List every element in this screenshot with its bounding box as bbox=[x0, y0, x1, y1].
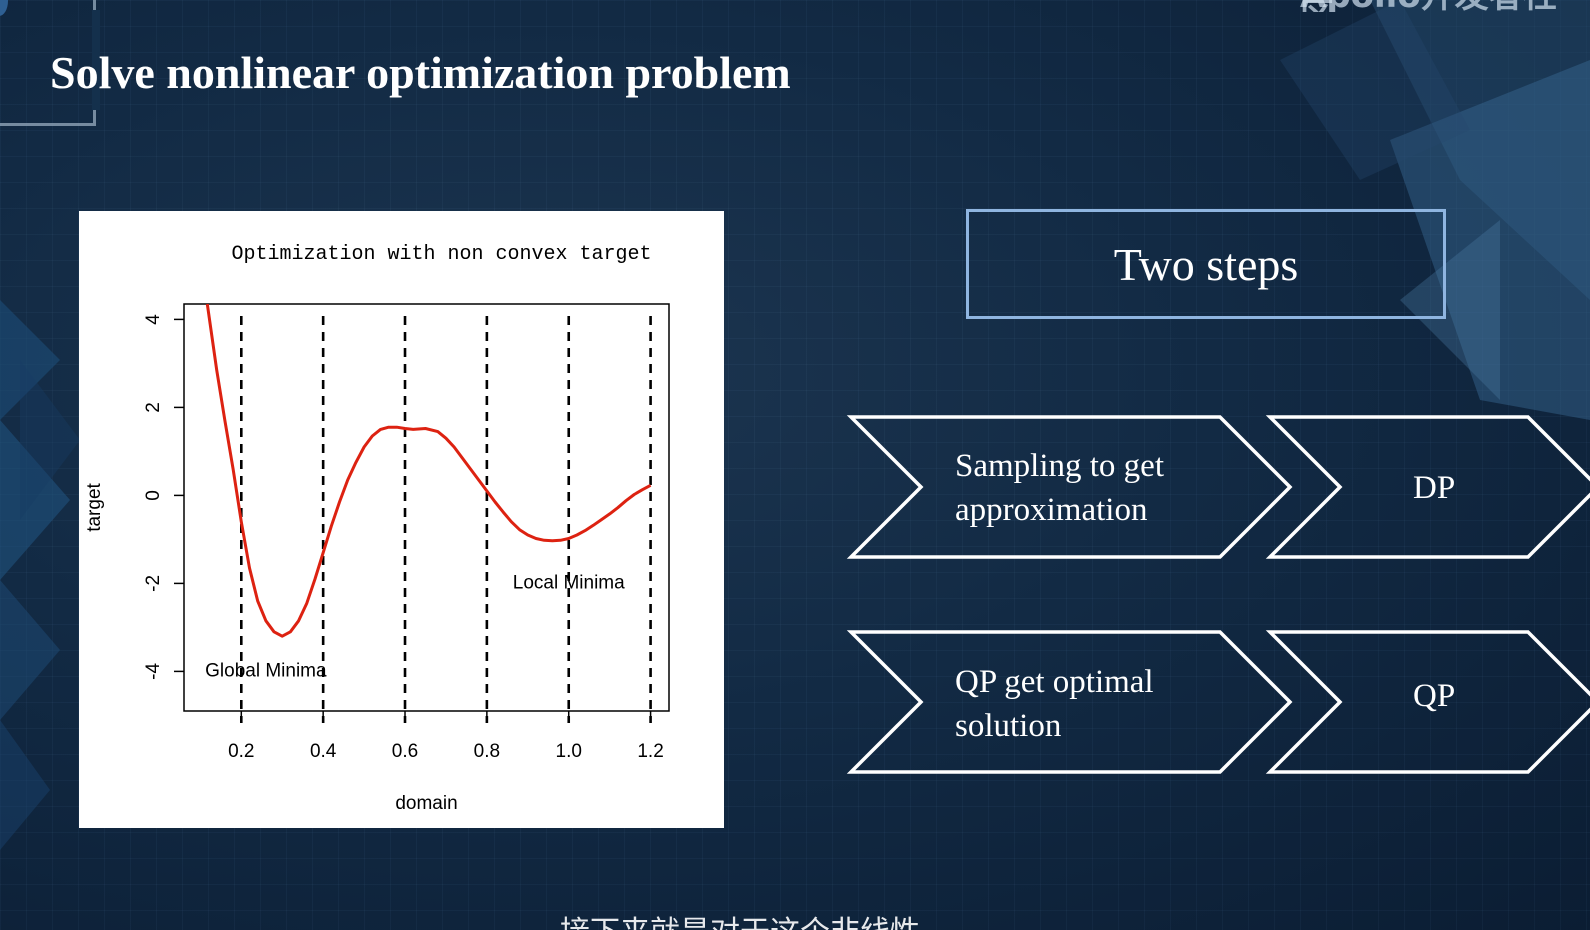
step-qp-optimal-label: QP get optimal solution bbox=[955, 660, 1154, 748]
step-sampling-label: Sampling to get approximation bbox=[955, 444, 1164, 532]
x-tick-label: 0.8 bbox=[474, 741, 500, 762]
two-steps-heading: Two steps bbox=[966, 209, 1446, 319]
title-bracket-gap bbox=[92, 10, 100, 110]
series-line-0 bbox=[205, 304, 652, 638]
annotation-label: Local Minima bbox=[513, 572, 625, 593]
chevron-sampling bbox=[846, 415, 1293, 559]
chevron-dp bbox=[1265, 415, 1590, 559]
step-dp-label: DP bbox=[1413, 470, 1456, 506]
x-tick-label: 0.2 bbox=[228, 741, 254, 762]
subtitle-caption: 接下来就是对于这个非线性 bbox=[560, 908, 1120, 930]
step-qp-line-2: solution bbox=[955, 708, 1062, 744]
chevron-qp bbox=[1265, 630, 1590, 774]
x-tick-label: 1.0 bbox=[556, 741, 582, 762]
x-axis-label: domain bbox=[395, 793, 457, 814]
y-tick-label: 4 bbox=[143, 314, 164, 325]
logo-fragment bbox=[0, 0, 8, 16]
y-tick-label: 0 bbox=[143, 490, 164, 501]
step-sampling-line-1: Sampling to get bbox=[955, 448, 1164, 484]
chevron-qp-optimal bbox=[846, 630, 1293, 774]
x-tick-label: 0.4 bbox=[310, 741, 337, 762]
line-chart: Optimization with non convex target 0.2 0.… bbox=[84, 243, 670, 814]
step-qp-label: QP bbox=[1413, 678, 1456, 714]
x-tick-label: 0.6 bbox=[392, 741, 418, 762]
plot-frame bbox=[183, 303, 670, 712]
y-tick-label: -4 bbox=[143, 663, 164, 680]
step-sampling-line-2: approximation bbox=[955, 492, 1148, 528]
two-steps-label: Two steps bbox=[1113, 238, 1299, 290]
x-tick-label: 1.2 bbox=[637, 741, 663, 762]
annotation-label: Global Minima bbox=[205, 660, 327, 681]
step-qp-line-1: QP get optimal bbox=[955, 664, 1154, 700]
y-axis-label: target bbox=[84, 482, 105, 531]
chart-title: Optimization with non convex target bbox=[231, 243, 651, 266]
chart-panel: Optimization with non convex target 0.2 0.… bbox=[79, 211, 724, 828]
y-tick-label: -2 bbox=[143, 575, 164, 592]
y-tick-label: 2 bbox=[143, 402, 164, 413]
slide-title: Solve nonlinear optimization problem bbox=[50, 47, 791, 98]
brand-watermark: Apollo开发者社区 bbox=[1300, 0, 1580, 12]
